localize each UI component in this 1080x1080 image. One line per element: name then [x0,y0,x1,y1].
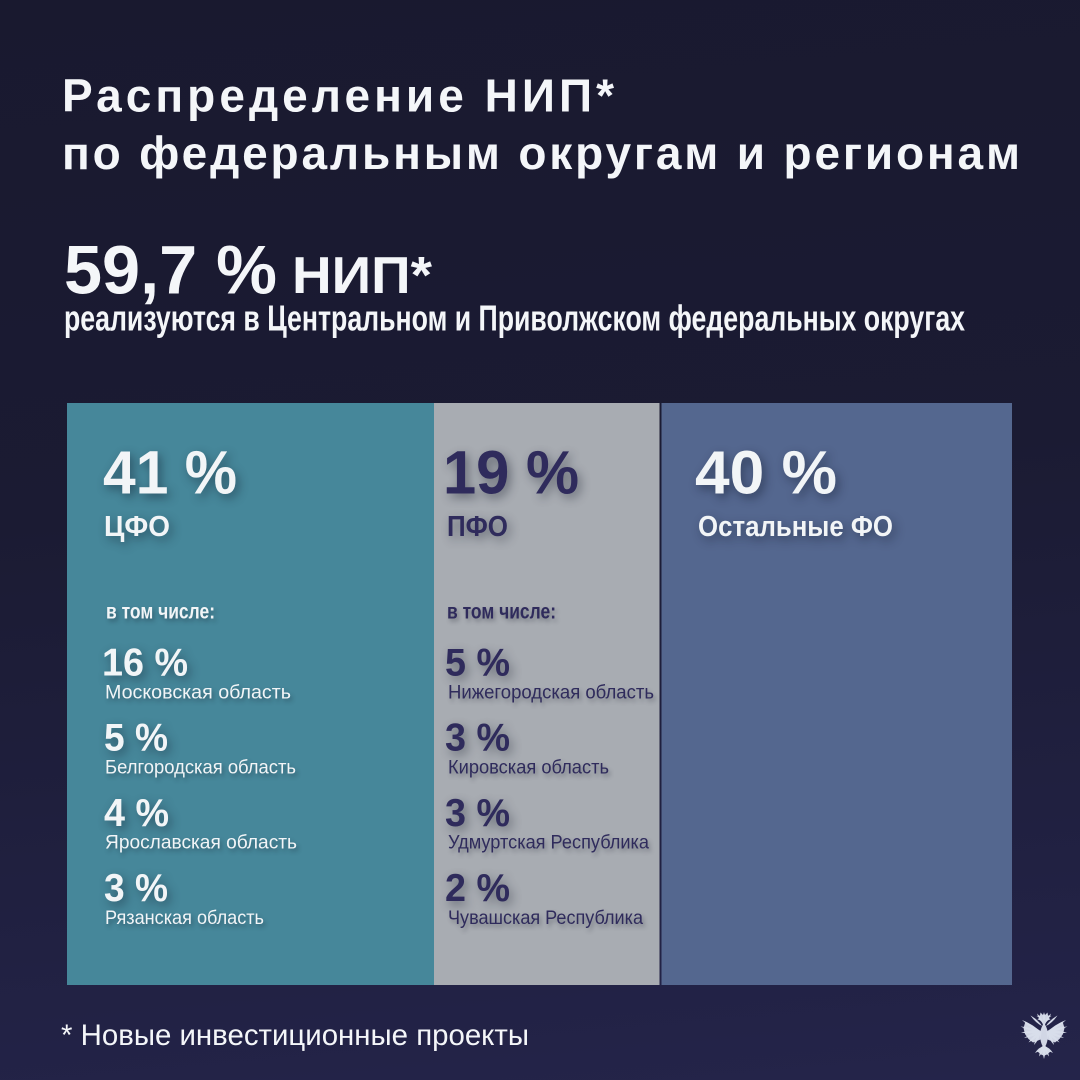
svg-text:Чувашская Республика: Чувашская Республика [448,907,643,929]
svg-text:в том числе:: в том числе: [106,600,215,624]
svg-text:Белгородская область: Белгородская область [105,757,296,779]
svg-text:по федеральным округам и регио: по федеральным округам и регионам [62,127,1020,179]
svg-text:ПФО: ПФО [447,511,508,543]
svg-text:59,7 %: 59,7 % [64,232,277,309]
svg-text:3 %: 3 % [445,792,510,835]
svg-text:40 %: 40 % [695,439,837,508]
svg-text:Рязанская область: Рязанская область [105,907,264,929]
svg-text:5 %: 5 % [445,642,510,685]
svg-text:3 %: 3 % [104,867,168,910]
svg-text:НИП*: НИП* [292,246,432,304]
svg-text:в том числе:: в том числе: [447,600,556,624]
svg-text:Удмуртская Республика: Удмуртская Республика [448,832,649,854]
svg-text:16 %: 16 % [102,642,188,685]
svg-text:реализуются в Центральном и Пр: реализуются в Центральном и Приволжском … [64,298,965,339]
svg-text:3 %: 3 % [445,717,510,760]
svg-text:Московская область: Московская область [105,681,291,703]
svg-text:2 %: 2 % [445,867,510,910]
svg-text:Ярославская область: Ярославская область [105,832,297,854]
svg-text:* Новые инвестиционные проекты: * Новые инвестиционные проекты [61,1019,529,1052]
svg-text:ЦФО: ЦФО [104,511,170,543]
svg-text:5 %: 5 % [104,717,168,760]
svg-text:4 %: 4 % [104,792,169,835]
svg-text:Нижегородская область: Нижегородская область [448,681,654,703]
svg-text:41 %: 41 % [103,439,237,508]
svg-text:19 %: 19 % [443,439,579,508]
svg-text:Остальные ФО: Остальные ФО [698,511,893,543]
svg-text:Распределение НИП*: Распределение НИП* [62,70,614,122]
svg-text:Кировская область: Кировская область [448,757,609,779]
